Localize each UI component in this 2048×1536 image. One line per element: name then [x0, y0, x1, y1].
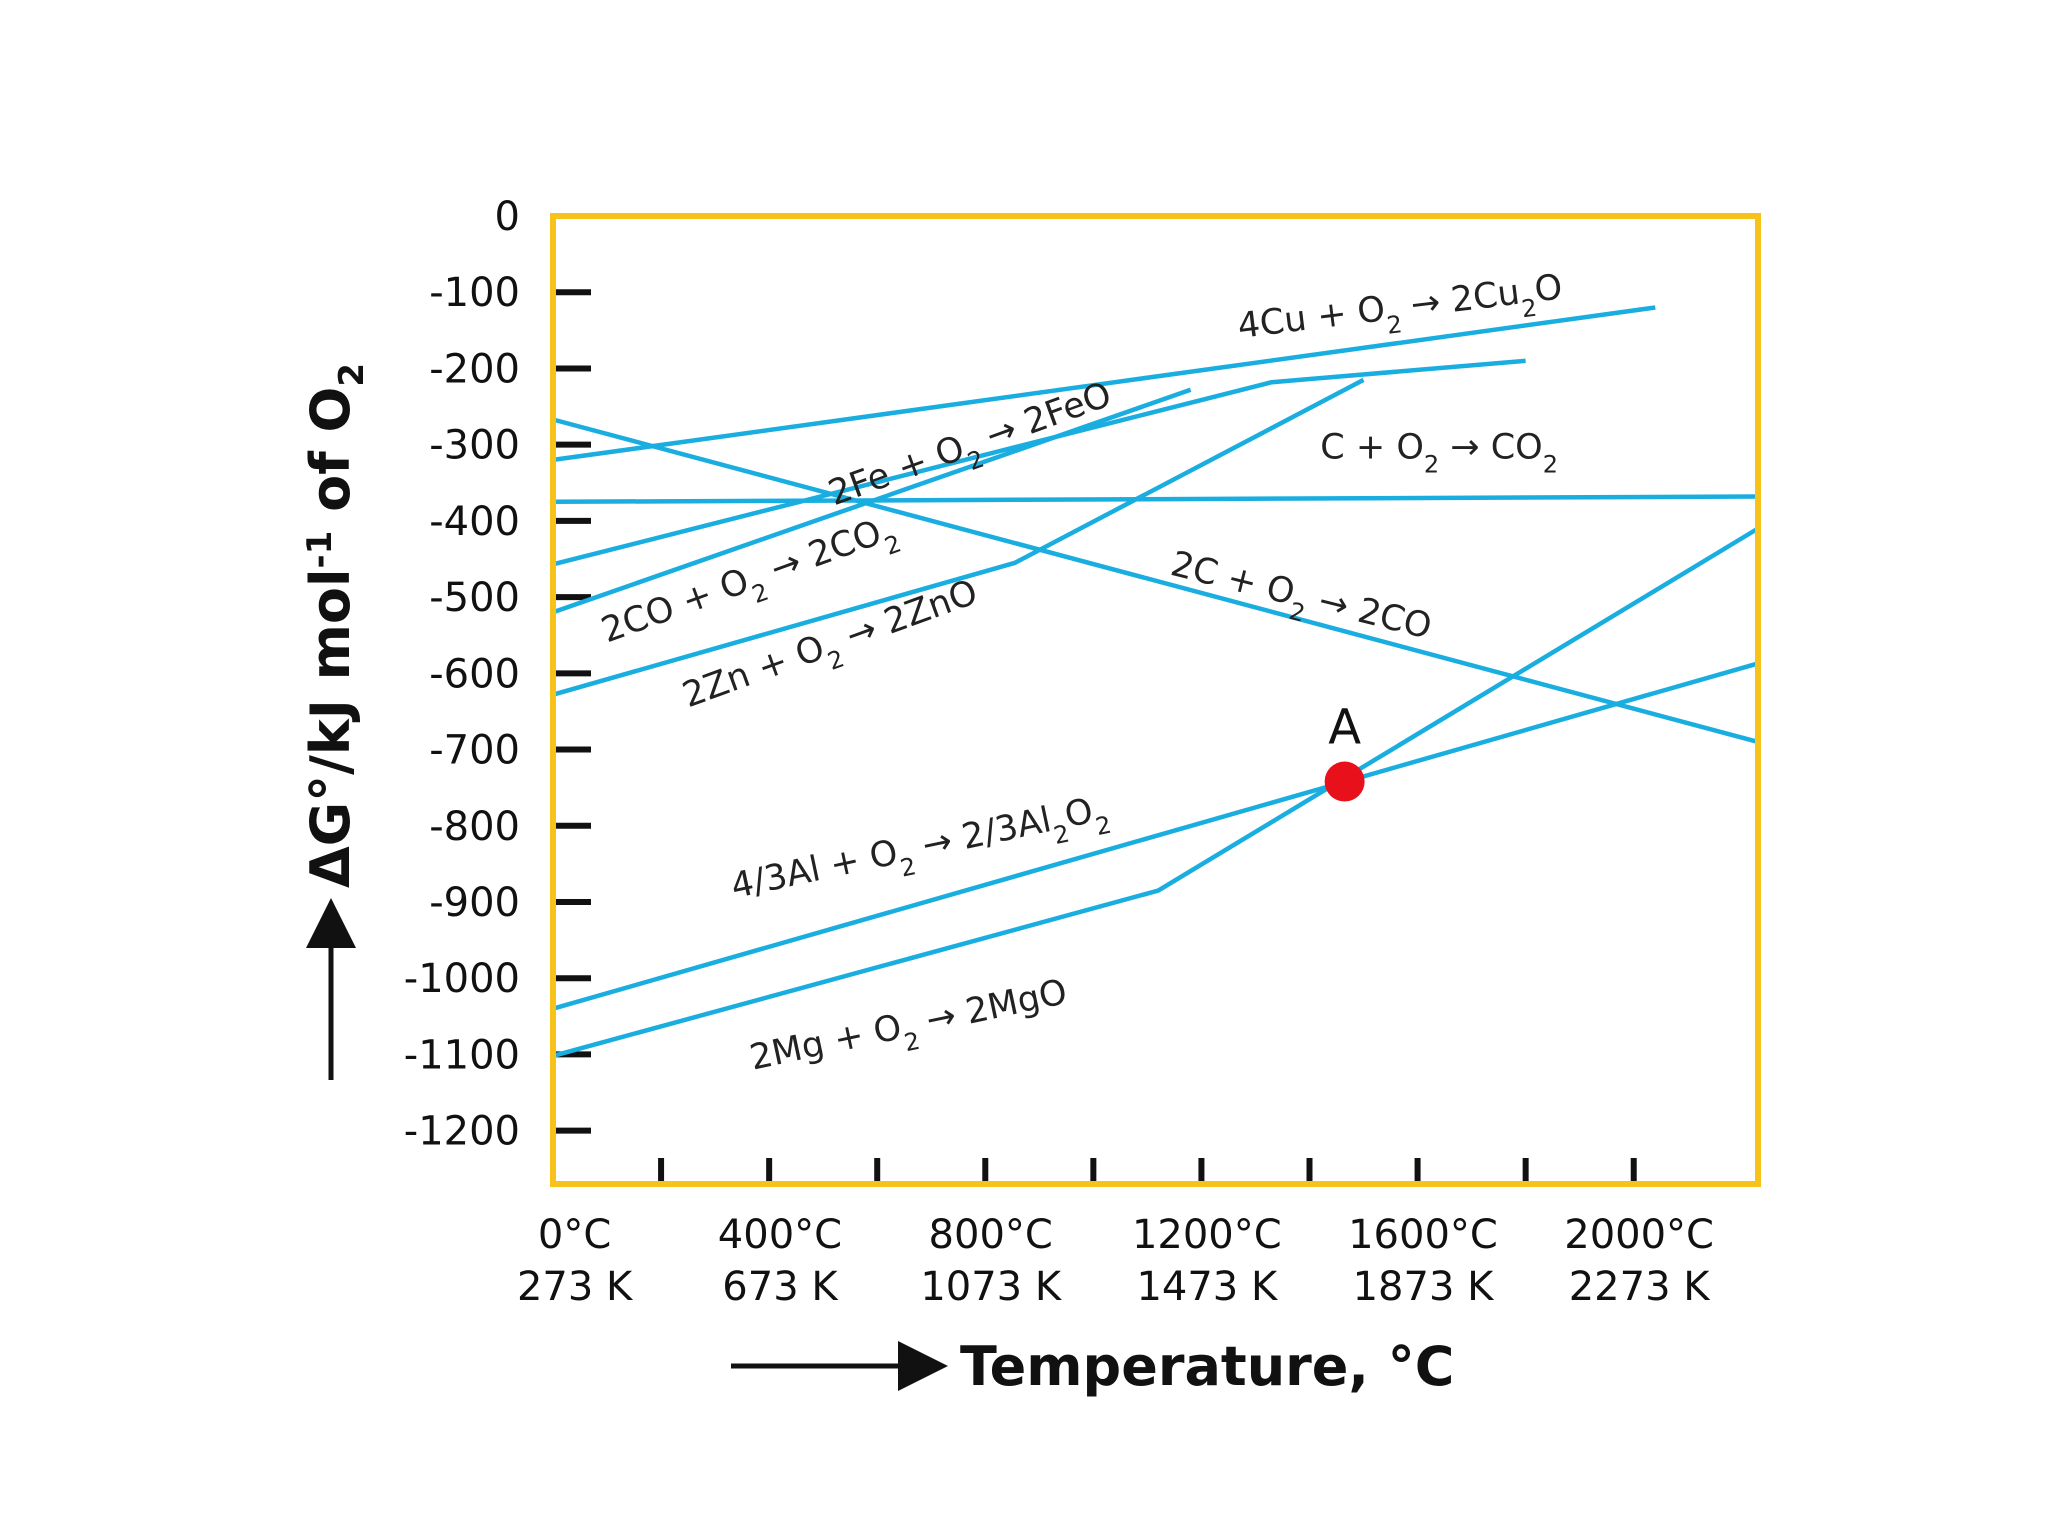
point-a-label: A: [1328, 700, 1361, 756]
y-axis-title: ΔG°/kJ mol-1 of O2: [299, 363, 372, 888]
series-label-subscript: 2: [1051, 819, 1072, 850]
series-label-text: → CO: [1439, 427, 1543, 467]
x-tick-label-kelvin: 2273 K: [1569, 1264, 1712, 1310]
series-label-subscript: 2: [1520, 294, 1539, 324]
series-line: [552, 494, 1759, 505]
y-tick-label: -900: [429, 880, 520, 926]
x-tick-label-kelvin: 273 K: [517, 1264, 634, 1310]
y-tick-label: -800: [429, 804, 520, 850]
y-tick-label: -1200: [404, 1109, 520, 1155]
y-axis-title-main: ΔG°/kJ mol: [299, 568, 362, 888]
series-line: [552, 526, 1760, 1059]
x-tick-label-celsius: 800°C: [929, 1212, 1053, 1258]
series-line: [552, 305, 1656, 463]
series-label-text: → 2FeO: [970, 375, 1116, 461]
y-tick-label: -1000: [404, 956, 520, 1002]
x-tick-label-kelvin: 1073 K: [920, 1264, 1063, 1310]
series-label-text: 2CO + O: [596, 561, 754, 651]
series-label-text: → 2ZnO: [831, 572, 983, 660]
series-label-text: C + O: [1320, 427, 1424, 467]
series-label-subscript: 2: [1543, 450, 1558, 478]
y-tick-label: -1100: [404, 1032, 520, 1078]
plot-frame: [550, 213, 1761, 1187]
x-tick-label-celsius: 1600°C: [1348, 1212, 1498, 1258]
series-label-text: → 2MgO: [912, 972, 1071, 1043]
series-label: 2C + O2 → 2CO: [1164, 544, 1435, 658]
series-label-text: O: [1532, 267, 1564, 310]
series-label-subscript: 2: [898, 852, 919, 883]
series-label-subscript: 2: [1385, 310, 1404, 340]
y-tick-label: -700: [429, 728, 520, 774]
series-label-text: 2Mg + O: [746, 1007, 905, 1078]
y-tick-label: -100: [429, 270, 520, 316]
x-tick-label-kelvin: 1873 K: [1353, 1264, 1496, 1310]
x-tick-label-kelvin: 673 K: [722, 1264, 839, 1310]
y-tick-label: -200: [429, 346, 520, 392]
series-label-text: 4Cu + O: [1236, 289, 1388, 347]
series-label-subscript: 2: [1424, 450, 1439, 478]
point-a-marker: [1324, 761, 1365, 802]
series-label: 4/3Al + O2 → 2/3Al2O2: [728, 788, 1114, 918]
series-label-text: → 2CO: [755, 513, 887, 594]
point-layer: A: [1324, 700, 1365, 802]
y-tick-label: 0: [495, 194, 520, 240]
series-line: [552, 661, 1759, 1011]
y-axis-title-sub: 2: [332, 363, 372, 387]
x-tick-label-celsius: 0°C: [538, 1212, 611, 1258]
series-line: [552, 377, 1365, 697]
y-axis-title-sup: -1: [300, 531, 340, 569]
series-label-text: 4/3Al + O: [728, 833, 902, 907]
series-line: [552, 417, 1759, 745]
series-label-subscript: 2: [1286, 597, 1308, 628]
series-lines: [552, 305, 1760, 1059]
series-line: [552, 358, 1526, 567]
series-label-subscript: 2: [902, 1027, 923, 1058]
y-tick-label: -500: [429, 575, 520, 621]
y-tick-label: -300: [429, 423, 520, 469]
series-label-subscript: 2: [881, 529, 905, 561]
y-tick-label: -400: [429, 499, 520, 545]
x-tick-label-celsius: 1200°C: [1132, 1212, 1282, 1258]
series-label-text: → 2/3Al: [908, 800, 1055, 869]
tick-labels: 0 -100 -200 -300 -400 -500 -600 -700 -800 -900 -10…: [404, 194, 1714, 1310]
x-axis-title: Temperature, °C: [960, 1335, 1454, 1398]
series-label-text: 2Zn + O: [677, 628, 829, 716]
x-tick-label-celsius: 2000°C: [1564, 1212, 1714, 1258]
y-axis-title-of: of O: [299, 387, 362, 531]
series-label-subscript: 2: [1093, 811, 1114, 842]
x-tick-label-kelvin: 1473 K: [1136, 1264, 1279, 1310]
x-tick-label-celsius: 400°C: [718, 1212, 842, 1258]
y-tick-label: -600: [429, 651, 520, 697]
series-label-text: → 2Cu: [1398, 273, 1522, 327]
series-label: C + O2 → CO2: [1320, 427, 1558, 478]
